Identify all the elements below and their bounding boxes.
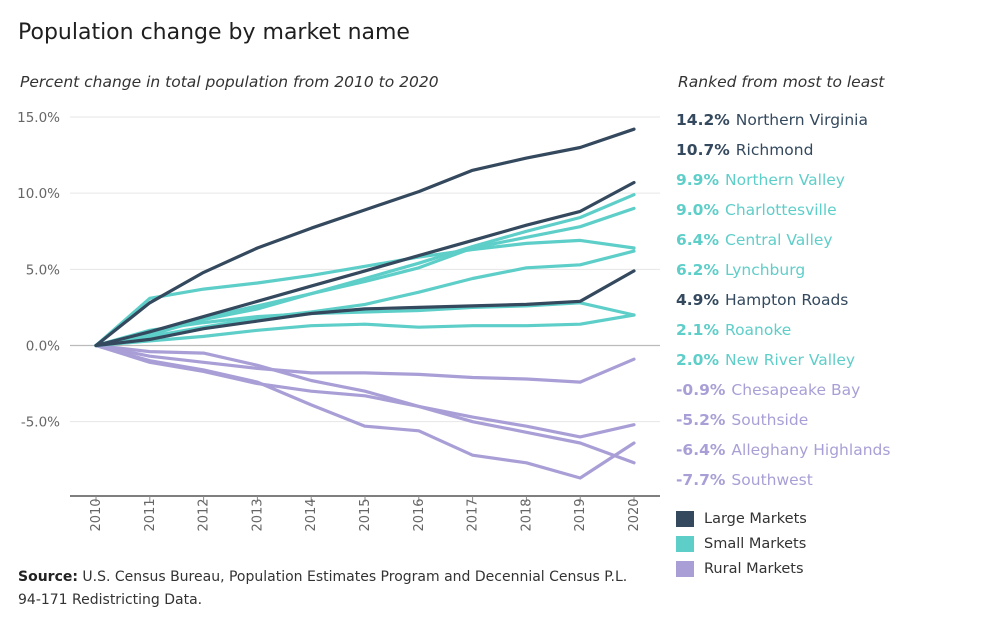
rank-item: 9.9% Northern Valley: [676, 169, 890, 199]
legend-swatch: [676, 510, 694, 527]
rank-value: -5.2%: [676, 411, 726, 429]
rank-name: Central Valley: [725, 231, 833, 249]
y-axis-ticks: 15.0% 10.0% 5.0% 0.0% -5.0%: [17, 110, 60, 431]
rank-item: 10.7% Richmond: [676, 139, 890, 169]
rank-item: 2.1% Roanoke: [676, 319, 890, 349]
rank-value: 10.7%: [676, 141, 730, 159]
rank-item: -0.9% Chesapeake Bay: [676, 379, 890, 409]
source-note: Source: U.S. Census Bureau, Population E…: [18, 566, 638, 612]
x-tick-label: 2014: [304, 498, 319, 531]
rank-name: Southside: [731, 411, 809, 429]
rank-name: Roanoke: [725, 321, 792, 339]
series-line-alleghany-highlands: [94, 343, 636, 480]
ranking-list: 14.2% Northern Virginia 10.7% Richmond 9.9% N…: [676, 109, 890, 499]
legend-swatch: [676, 560, 694, 577]
legend-label: Small Markets: [704, 535, 807, 552]
chart-title: Population change by market name: [18, 20, 410, 45]
series-line-hampton-roads: [94, 269, 636, 348]
rank-value: 2.0%: [676, 351, 719, 369]
x-tick-label: 2016: [412, 498, 427, 531]
series-line-northern-virginia: [94, 127, 636, 348]
series-line-new-river-valley: [94, 313, 636, 348]
rank-value: 9.0%: [676, 201, 719, 219]
rank-name: Charlottesville: [725, 201, 837, 219]
rank-value: 2.1%: [676, 321, 719, 339]
y-tick-label: -5.0%: [21, 415, 60, 431]
legend-item: Rural Markets: [676, 556, 807, 581]
legend-label: Large Markets: [704, 510, 807, 527]
rank-item: 9.0% Charlottesville: [676, 199, 890, 229]
x-tick-label: 2020: [627, 498, 642, 531]
legend-swatch: [676, 535, 694, 552]
legend: Large Markets Small Markets Rural Markets: [676, 506, 807, 581]
series-line-richmond: [94, 180, 636, 348]
rank-name: Hampton Roads: [725, 291, 849, 309]
rank-item: 6.4% Central Valley: [676, 229, 890, 259]
rank-value: -7.7%: [676, 471, 726, 489]
rank-name: Richmond: [735, 141, 814, 159]
y-tick-label: 0.0%: [26, 339, 60, 355]
x-tick-label: 2013: [250, 498, 265, 531]
rank-value: 4.9%: [676, 291, 719, 309]
series-line-southwest: [94, 343, 636, 465]
series-line-lynchburg: [94, 249, 636, 348]
rank-item: -7.7% Southwest: [676, 469, 890, 499]
chart-subtitle: Percent change in total population from …: [20, 73, 439, 91]
series-lines: [94, 127, 636, 480]
legend-label: Rural Markets: [704, 560, 804, 577]
rank-item: -5.2% Southside: [676, 409, 890, 439]
x-tick-label: 2012: [197, 498, 212, 531]
rank-value: 6.2%: [676, 261, 719, 279]
legend-item: Small Markets: [676, 531, 807, 556]
y-tick-label: 5.0%: [26, 262, 60, 278]
y-tick-label: 10.0%: [17, 186, 60, 202]
source-text: U.S. Census Bureau, Population Estimates…: [18, 569, 628, 608]
rank-name: Chesapeake Bay: [731, 381, 861, 399]
legend-item: Large Markets: [676, 506, 807, 531]
rank-name: Southwest: [731, 471, 813, 489]
x-tick-label: 2010: [89, 498, 104, 531]
x-tick-label: 2011: [143, 498, 158, 531]
rank-value: 14.2%: [676, 111, 730, 129]
series-line-chesapeake-bay: [94, 343, 636, 384]
line-chart: 15.0% 10.0% 5.0% 0.0% -5.0% 2010 2011 2012 2013…: [17, 110, 660, 532]
x-tick-label: 2019: [573, 498, 588, 531]
rank-value: 6.4%: [676, 231, 719, 249]
rank-item: 2.0% New River Valley: [676, 349, 890, 379]
rank-value: 9.9%: [676, 171, 719, 189]
rank-item: 14.2% Northern Virginia: [676, 109, 890, 139]
rank-item: 4.9% Hampton Roads: [676, 289, 890, 319]
x-tick-label: 2017: [466, 498, 481, 531]
rank-value: -6.4%: [676, 441, 726, 459]
gridlines: [70, 116, 660, 423]
source-label: Source:: [18, 569, 78, 585]
series-line-central-valley: [94, 238, 636, 348]
rank-item: -6.4% Alleghany Highlands: [676, 439, 890, 469]
rank-name: Northern Virginia: [735, 111, 868, 129]
x-tick-label: 2018: [519, 498, 534, 531]
rank-name: New River Valley: [725, 351, 856, 369]
ranking-title: Ranked from most to least: [678, 73, 885, 91]
rank-name: Lynchburg: [725, 261, 806, 279]
x-tick-label: 2015: [358, 498, 373, 531]
x-axis: 2010 2011 2012 2013 2014 2015 2016 2017 2018 2019…: [70, 495, 660, 532]
rank-name: Northern Valley: [725, 171, 845, 189]
rank-item: 6.2% Lynchburg: [676, 259, 890, 289]
rank-name: Alleghany Highlands: [731, 441, 891, 459]
y-tick-label: 15.0%: [17, 110, 60, 126]
rank-value: -0.9%: [676, 381, 726, 399]
